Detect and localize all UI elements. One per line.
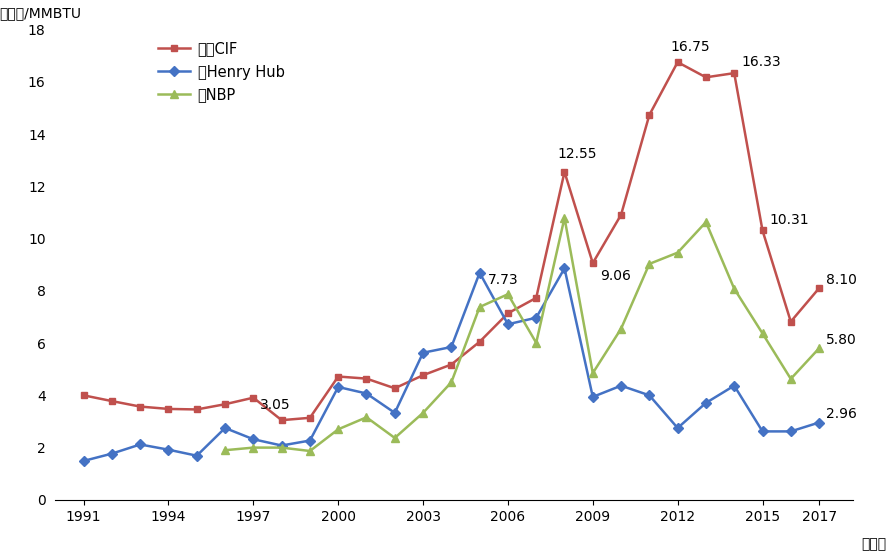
英NBP: [700, 219, 711, 225]
Text: 10.31: 10.31: [770, 213, 809, 226]
英NBP: [390, 435, 401, 441]
米Henry Hub: [135, 441, 145, 448]
Line: 米Henry Hub: 米Henry Hub: [80, 265, 822, 465]
日未CIF: [729, 70, 739, 77]
米Henry Hub: [446, 344, 457, 350]
英NBP: [417, 410, 428, 416]
Text: 7.73: 7.73: [488, 273, 518, 287]
英NBP: [475, 304, 485, 310]
米Henry Hub: [814, 419, 824, 426]
英NBP: [531, 340, 541, 346]
日未CIF: [757, 227, 768, 234]
英NBP: [502, 291, 513, 297]
日未CIF: [559, 169, 570, 175]
英NBP: [644, 260, 655, 267]
Text: （年）: （年）: [861, 537, 886, 552]
日未CIF: [135, 403, 145, 410]
米Henry Hub: [248, 436, 259, 442]
英NBP: [304, 448, 315, 455]
日未CIF: [644, 112, 655, 118]
米Henry Hub: [757, 428, 768, 435]
日未CIF: [277, 417, 287, 423]
英NBP: [786, 376, 797, 382]
日未CIF: [814, 285, 824, 291]
米Henry Hub: [588, 393, 599, 400]
英NBP: [615, 325, 626, 332]
米Henry Hub: [163, 446, 174, 453]
日未CIF: [248, 395, 259, 401]
米Henry Hub: [304, 437, 315, 444]
日未CIF: [700, 74, 711, 80]
Line: 日未CIF: 日未CIF: [80, 59, 822, 423]
日未CIF: [475, 339, 485, 345]
米Henry Hub: [700, 400, 711, 406]
日未CIF: [531, 295, 541, 301]
米Henry Hub: [502, 321, 513, 327]
米Henry Hub: [786, 428, 797, 435]
米Henry Hub: [219, 425, 230, 431]
Text: 8.10: 8.10: [826, 273, 857, 287]
英NBP: [446, 379, 457, 386]
Text: 12.55: 12.55: [558, 147, 597, 161]
Text: 米ドル/MMBTU: 米ドル/MMBTU: [0, 6, 81, 20]
日未CIF: [192, 406, 202, 413]
英NBP: [588, 370, 599, 376]
日未CIF: [163, 406, 174, 412]
米Henry Hub: [277, 442, 287, 449]
日未CIF: [361, 375, 372, 382]
英NBP: [219, 447, 230, 453]
日未CIF: [673, 59, 683, 65]
日未CIF: [786, 319, 797, 325]
日未CIF: [78, 392, 89, 398]
米Henry Hub: [361, 390, 372, 397]
日未CIF: [219, 401, 230, 407]
日未CIF: [333, 373, 343, 380]
英NBP: [248, 444, 259, 451]
英NBP: [559, 215, 570, 221]
米Henry Hub: [615, 382, 626, 389]
米Henry Hub: [475, 269, 485, 276]
英NBP: [757, 330, 768, 337]
米Henry Hub: [673, 425, 683, 431]
米Henry Hub: [417, 350, 428, 356]
米Henry Hub: [192, 452, 202, 459]
Text: 5.80: 5.80: [826, 333, 857, 347]
日未CIF: [304, 415, 315, 421]
日未CIF: [446, 361, 457, 368]
米Henry Hub: [531, 314, 541, 321]
米Henry Hub: [333, 384, 343, 390]
日未CIF: [390, 385, 401, 392]
英NBP: [361, 414, 372, 421]
米Henry Hub: [559, 265, 570, 271]
日未CIF: [588, 260, 599, 266]
米Henry Hub: [729, 382, 739, 389]
Text: 3.05: 3.05: [260, 398, 291, 412]
Line: 英NBP: 英NBP: [221, 214, 823, 455]
英NBP: [814, 345, 824, 352]
英NBP: [277, 444, 287, 451]
日未CIF: [417, 372, 428, 379]
米Henry Hub: [390, 410, 401, 416]
Text: 16.33: 16.33: [741, 55, 780, 69]
英NBP: [729, 285, 739, 292]
米Henry Hub: [644, 392, 655, 398]
Legend: 日未CIF, 米Henry Hub, 英NBP: 日未CIF, 米Henry Hub, 英NBP: [159, 42, 285, 103]
米Henry Hub: [106, 450, 117, 457]
米Henry Hub: [78, 458, 89, 465]
Text: 9.06: 9.06: [599, 269, 631, 283]
Text: 2.96: 2.96: [826, 407, 857, 421]
Text: 16.75: 16.75: [671, 40, 710, 54]
英NBP: [673, 249, 683, 256]
英NBP: [333, 426, 343, 433]
日未CIF: [106, 398, 117, 405]
日未CIF: [502, 310, 513, 316]
日未CIF: [615, 211, 626, 218]
